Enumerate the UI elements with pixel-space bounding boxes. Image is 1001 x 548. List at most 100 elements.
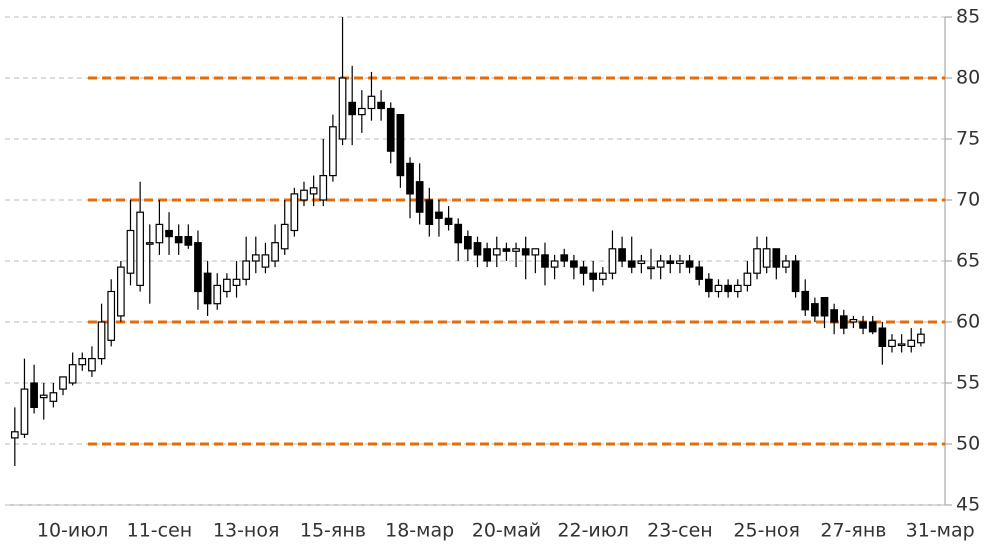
candle-body [464, 236, 472, 250]
candle-body [136, 211, 144, 286]
candle-body [107, 290, 116, 341]
candle-body [367, 95, 376, 110]
candle-body [637, 260, 646, 265]
candle-body [145, 242, 154, 245]
candle-body [502, 248, 511, 252]
candle-body [647, 266, 655, 270]
candle-body [618, 248, 626, 262]
candle-body [801, 290, 810, 311]
candle-body [859, 321, 867, 329]
candle-body [791, 260, 800, 293]
candle-body [483, 248, 491, 262]
candle-body [666, 260, 675, 265]
candle-body [319, 175, 328, 201]
candle-body [435, 211, 443, 219]
y-tick-label: 80 [956, 67, 980, 89]
candle-body [589, 272, 598, 280]
candle-body [406, 162, 414, 195]
candle-body [290, 193, 299, 232]
x-tick-label: 18-мар [385, 520, 454, 542]
candle-body [271, 242, 279, 262]
candle-body [213, 284, 222, 305]
candle-body [309, 187, 318, 195]
candle-body [20, 388, 29, 435]
candle-body [917, 333, 925, 344]
candle-body [820, 297, 829, 317]
candle-body [203, 272, 212, 305]
candle-body [415, 181, 424, 213]
candle-body [155, 223, 164, 244]
candle-body [348, 101, 357, 116]
candle-body [733, 284, 742, 293]
candle-body [223, 278, 231, 293]
candle-body [261, 254, 270, 268]
candle-body [541, 254, 549, 268]
candle-body [425, 199, 434, 225]
candle-body [782, 260, 790, 268]
y-tick-label: 45 [956, 494, 980, 516]
candle-body [117, 266, 125, 317]
candle-body [753, 248, 761, 274]
candle-body [97, 321, 106, 360]
x-tick-label: 15-янв [300, 520, 366, 542]
candle-body [174, 236, 183, 244]
x-tick-label: 25-ноя [733, 520, 800, 542]
y-tick-label: 85 [956, 6, 980, 28]
y-tick-label: 75 [956, 128, 980, 150]
candle-body [521, 248, 530, 256]
candle-body [184, 236, 193, 246]
candle-body [598, 272, 607, 280]
candle-body [300, 189, 308, 201]
candle-body [839, 315, 848, 329]
candle-body [242, 260, 251, 280]
y-tick-label: 55 [956, 372, 980, 394]
candle-body [608, 248, 617, 274]
candle-body [377, 101, 385, 110]
candle-body [10, 431, 19, 439]
candle-body [232, 278, 241, 286]
candle-body [68, 364, 77, 384]
y-tick-label: 60 [956, 311, 980, 333]
candle-body [560, 254, 569, 262]
candle-body [357, 107, 366, 116]
candle-body [126, 229, 135, 274]
x-tick-label: 23-сен [647, 520, 713, 542]
candle-body [329, 126, 337, 177]
candle-body [492, 248, 501, 256]
x-tick-label: 27-янв [820, 520, 886, 542]
x-tick-label: 11-сен [127, 520, 193, 542]
candle-body [714, 284, 723, 293]
candle-body [907, 339, 916, 347]
candle-body [772, 248, 781, 268]
candle-body [849, 318, 858, 323]
candle-body [59, 376, 67, 390]
y-tick-label: 65 [956, 250, 980, 272]
candle-body [685, 260, 694, 268]
x-tick-label: 13-ноя [213, 520, 280, 542]
candle-body [88, 358, 96, 372]
y-tick-label: 50 [956, 433, 980, 455]
candle-body [550, 260, 559, 268]
candle-body [251, 254, 260, 262]
x-tick-label: 22-июл [557, 520, 629, 542]
candle-body [811, 303, 819, 317]
candle-body [897, 343, 906, 347]
candle-body [531, 248, 540, 256]
candle-body [878, 327, 887, 348]
candle-body [78, 358, 87, 366]
candle-body [695, 266, 704, 280]
candle-body [49, 392, 58, 402]
candle-body [627, 260, 636, 268]
candle-body [676, 260, 684, 265]
candle-body [512, 248, 520, 252]
candle-body [656, 260, 665, 268]
candle-body [888, 339, 896, 347]
candle-body [743, 272, 752, 287]
candle-body [165, 229, 173, 238]
candle-body [830, 309, 838, 323]
x-tick-label: 31-мар [906, 520, 975, 542]
candle-body [338, 77, 347, 140]
candle-body [280, 223, 289, 250]
y-tick-label: 70 [956, 189, 980, 211]
